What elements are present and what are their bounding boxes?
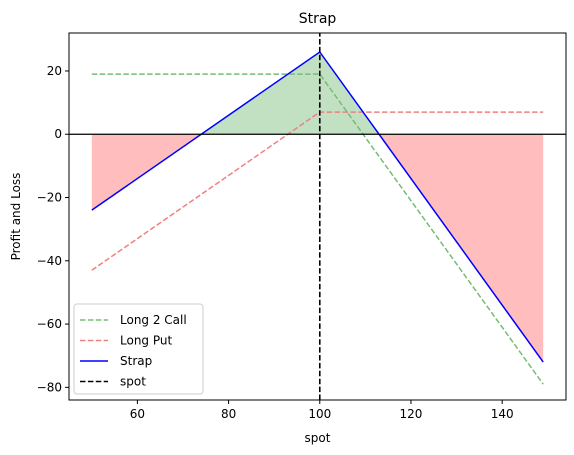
y-axis: −80 −60 −40 −20 0 20 [37,64,69,394]
x-tick-label: 120 [400,407,423,421]
x-tick-label: 80 [221,407,236,421]
y-axis-label: Profit and Loss [9,173,23,261]
legend-box [73,303,204,395]
y-tick-label: 20 [47,64,62,78]
legend-label: Long 2 Call [120,313,187,327]
profit-area [201,51,380,135]
y-tick-label: −20 [37,191,62,205]
series-line-long-2-call [91,73,544,385]
y-tick-label: −40 [37,254,62,268]
y-tick-label: 0 [54,127,62,141]
legend-label: Long Put [120,334,172,348]
x-axis-label: spot [305,431,331,445]
plot-frame [68,32,567,401]
x-tick-label: 60 [130,407,145,421]
y-tick-label: −80 [37,380,62,394]
legend: Long 2 Call Long Put Strap spot [73,303,204,395]
x-axis: 60 80 100 120 140 [130,400,514,421]
legend-label: Strap [120,354,152,368]
legend-label: spot [120,375,146,389]
x-tick-label: 100 [308,407,331,421]
chart-title: Strap [299,11,337,27]
series-lines [91,33,544,400]
y-tick-label: −60 [37,317,62,331]
x-tick-label: 140 [491,407,514,421]
